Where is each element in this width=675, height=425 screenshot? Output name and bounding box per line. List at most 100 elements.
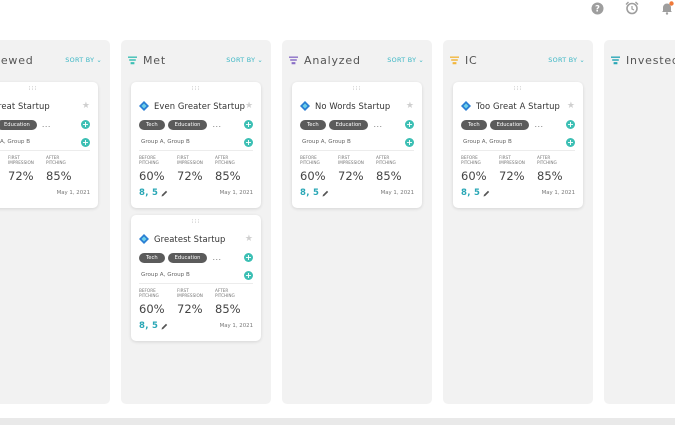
more-icon[interactable]: ... xyxy=(534,120,544,129)
metric-first-impression: FIRST IMPRESSION 72% xyxy=(177,155,203,183)
card-date: May 1, 2021 xyxy=(541,190,575,196)
column-title: Met xyxy=(143,53,166,67)
sort-by-button[interactable]: SORT BY ⌄ xyxy=(65,56,102,64)
pipeline-board: iewed SORT BY ⌄ ⁝⁝⁝ reat Startup ★ Educat… xyxy=(0,40,675,404)
help-icon[interactable]: ? xyxy=(590,1,604,15)
column-title: IC xyxy=(465,53,478,67)
top-toolbar: ? xyxy=(0,0,675,20)
tag[interactable]: Tech xyxy=(139,119,165,130)
startup-name: Greatest Startup xyxy=(154,234,226,244)
bell-icon[interactable] xyxy=(660,1,674,15)
metric-after-pitching: AFTER PITCHING 85% xyxy=(215,155,241,183)
metric-first-impression: FIRST IMPRESSION 72% xyxy=(338,155,364,183)
startup-card[interactable]: ⁝⁝⁝ Too Great A Startup ★ Tech Education… xyxy=(453,82,583,208)
add-group-button[interactable]: + xyxy=(566,137,575,147)
edit-pencil-icon[interactable] xyxy=(161,323,168,330)
tag[interactable]: Education xyxy=(0,119,37,130)
drag-handle-icon[interactable]: ⁝⁝⁝ xyxy=(191,218,201,225)
column-title: Invested xyxy=(626,53,675,67)
tag-list: Tech Education ... + xyxy=(300,119,414,130)
tag[interactable]: Tech xyxy=(139,252,165,263)
tag[interactable]: Education xyxy=(167,119,208,130)
star-icon[interactable]: ★ xyxy=(245,101,254,111)
alarm-clock-icon[interactable] xyxy=(625,1,639,15)
star-icon[interactable]: ★ xyxy=(566,101,575,111)
metric-before-pitching: BEFORE PITCHING 60% xyxy=(139,155,165,183)
column-header: iewed SORT BY ⌄ xyxy=(0,53,102,67)
tag[interactable]: Education xyxy=(167,252,208,263)
sort-by-button[interactable]: SORT BY ⌄ xyxy=(226,56,263,64)
column-analyzed: Analyzed SORT BY ⌄ ⁝⁝⁝ No Words Startup ★… xyxy=(282,40,432,404)
star-icon[interactable]: ★ xyxy=(405,101,414,111)
metric-before-pitching: BEFORE PITCHING 60% xyxy=(139,288,165,316)
metric-after-pitching: AFTER PITCHING 85% xyxy=(46,155,72,183)
more-icon[interactable]: ... xyxy=(212,120,222,129)
group-list: Group A, Group B xyxy=(463,139,512,145)
add-tag-button[interactable]: + xyxy=(566,120,575,129)
divider xyxy=(139,283,253,284)
startup-logo-icon xyxy=(461,101,471,111)
add-group-button[interactable]: + xyxy=(405,137,414,147)
sort-by-button[interactable]: SORT BY ⌄ xyxy=(548,56,585,64)
group-list: Group A, Group B xyxy=(141,272,190,278)
startup-card[interactable]: ⁝⁝⁝ reat Startup ★ Education ... + A, Gr… xyxy=(0,82,98,208)
edit-pencil-icon[interactable] xyxy=(161,190,168,197)
tag[interactable]: Education xyxy=(489,119,530,130)
tag-list: Education ... + xyxy=(0,119,90,130)
tag-list: Tech Education ... + xyxy=(139,252,253,263)
group-list: Group A, Group B xyxy=(302,139,351,145)
add-group-button[interactable]: + xyxy=(244,270,253,280)
drag-handle-icon[interactable]: ⁝⁝⁝ xyxy=(28,85,38,92)
drag-handle-icon[interactable]: ⁝⁝⁝ xyxy=(513,85,523,92)
column-header: Invested xyxy=(611,53,675,67)
startup-name: No Words Startup xyxy=(315,101,391,111)
column-met: Met SORT BY ⌄ ⁝⁝⁝ Even Greater Startup ★ … xyxy=(121,40,271,404)
divider xyxy=(0,150,90,151)
card-date: May 1, 2021 xyxy=(219,323,253,329)
drag-handle-icon[interactable]: ⁝⁝⁝ xyxy=(352,85,362,92)
add-group-button[interactable]: + xyxy=(81,137,90,147)
startup-card[interactable]: ⁝⁝⁝ Greatest Startup ★ Tech Education ..… xyxy=(131,215,261,341)
metric-first-impression: FIRST IMPRESSION 72% xyxy=(177,288,203,316)
card-date: May 1, 2021 xyxy=(56,190,90,196)
horizontal-scrollbar[interactable] xyxy=(0,418,675,425)
column-header: Analyzed SORT BY ⌄ xyxy=(289,53,424,67)
startup-name: Even Greater Startup xyxy=(154,101,246,111)
tag-list: Tech Education ... + xyxy=(139,119,253,130)
column-viewed: iewed SORT BY ⌄ ⁝⁝⁝ reat Startup ★ Educat… xyxy=(0,40,110,404)
edit-pencil-icon[interactable] xyxy=(483,190,490,197)
metric-first-impression: FIRST IMPRESSION 72% xyxy=(499,155,525,183)
metric-first-impression: FIRST IMPRESSION 72% xyxy=(8,155,34,183)
score-value: 8, 5 xyxy=(461,188,481,198)
chevron-down-icon: ⌄ xyxy=(257,56,263,64)
chevron-down-icon: ⌄ xyxy=(579,56,585,64)
more-icon[interactable]: ... xyxy=(373,120,383,129)
add-tag-button[interactable]: + xyxy=(244,253,253,262)
drag-handle-icon[interactable]: ⁝⁝⁝ xyxy=(191,85,201,92)
metric-before-pitching: BEFORE PITCHING 60% xyxy=(461,155,487,183)
add-tag-button[interactable]: + xyxy=(244,120,253,129)
add-tag-button[interactable]: + xyxy=(405,120,414,129)
more-icon[interactable]: ... xyxy=(41,120,51,129)
tag[interactable]: Education xyxy=(328,119,369,130)
score-value: 8, 5 xyxy=(139,188,159,198)
tag[interactable]: Tech xyxy=(300,119,326,130)
metric-after-pitching: AFTER PITCHING 85% xyxy=(215,288,241,316)
star-icon[interactable]: ★ xyxy=(244,234,253,244)
add-tag-button[interactable]: + xyxy=(81,120,90,129)
more-icon[interactable]: ... xyxy=(212,253,222,262)
startup-logo-icon xyxy=(300,101,310,111)
funnel-icon xyxy=(611,56,620,64)
column-invested: Invested xyxy=(604,40,675,404)
chevron-down-icon: ⌄ xyxy=(96,56,102,64)
score-value: 8, 5 xyxy=(139,321,159,331)
edit-pencil-icon[interactable] xyxy=(322,190,329,197)
tag[interactable]: Tech xyxy=(461,119,487,130)
startup-card[interactable]: ⁝⁝⁝ Even Greater Startup ★ Tech Educatio… xyxy=(131,82,261,208)
score-value: 8, 5 xyxy=(300,188,320,198)
sort-by-button[interactable]: SORT BY ⌄ xyxy=(387,56,424,64)
column-ic: IC SORT BY ⌄ ⁝⁝⁝ Too Great A Startup ★ Te… xyxy=(443,40,593,404)
add-group-button[interactable]: + xyxy=(244,137,253,147)
star-icon[interactable]: ★ xyxy=(81,101,90,111)
startup-card[interactable]: ⁝⁝⁝ No Words Startup ★ Tech Education ..… xyxy=(292,82,422,208)
